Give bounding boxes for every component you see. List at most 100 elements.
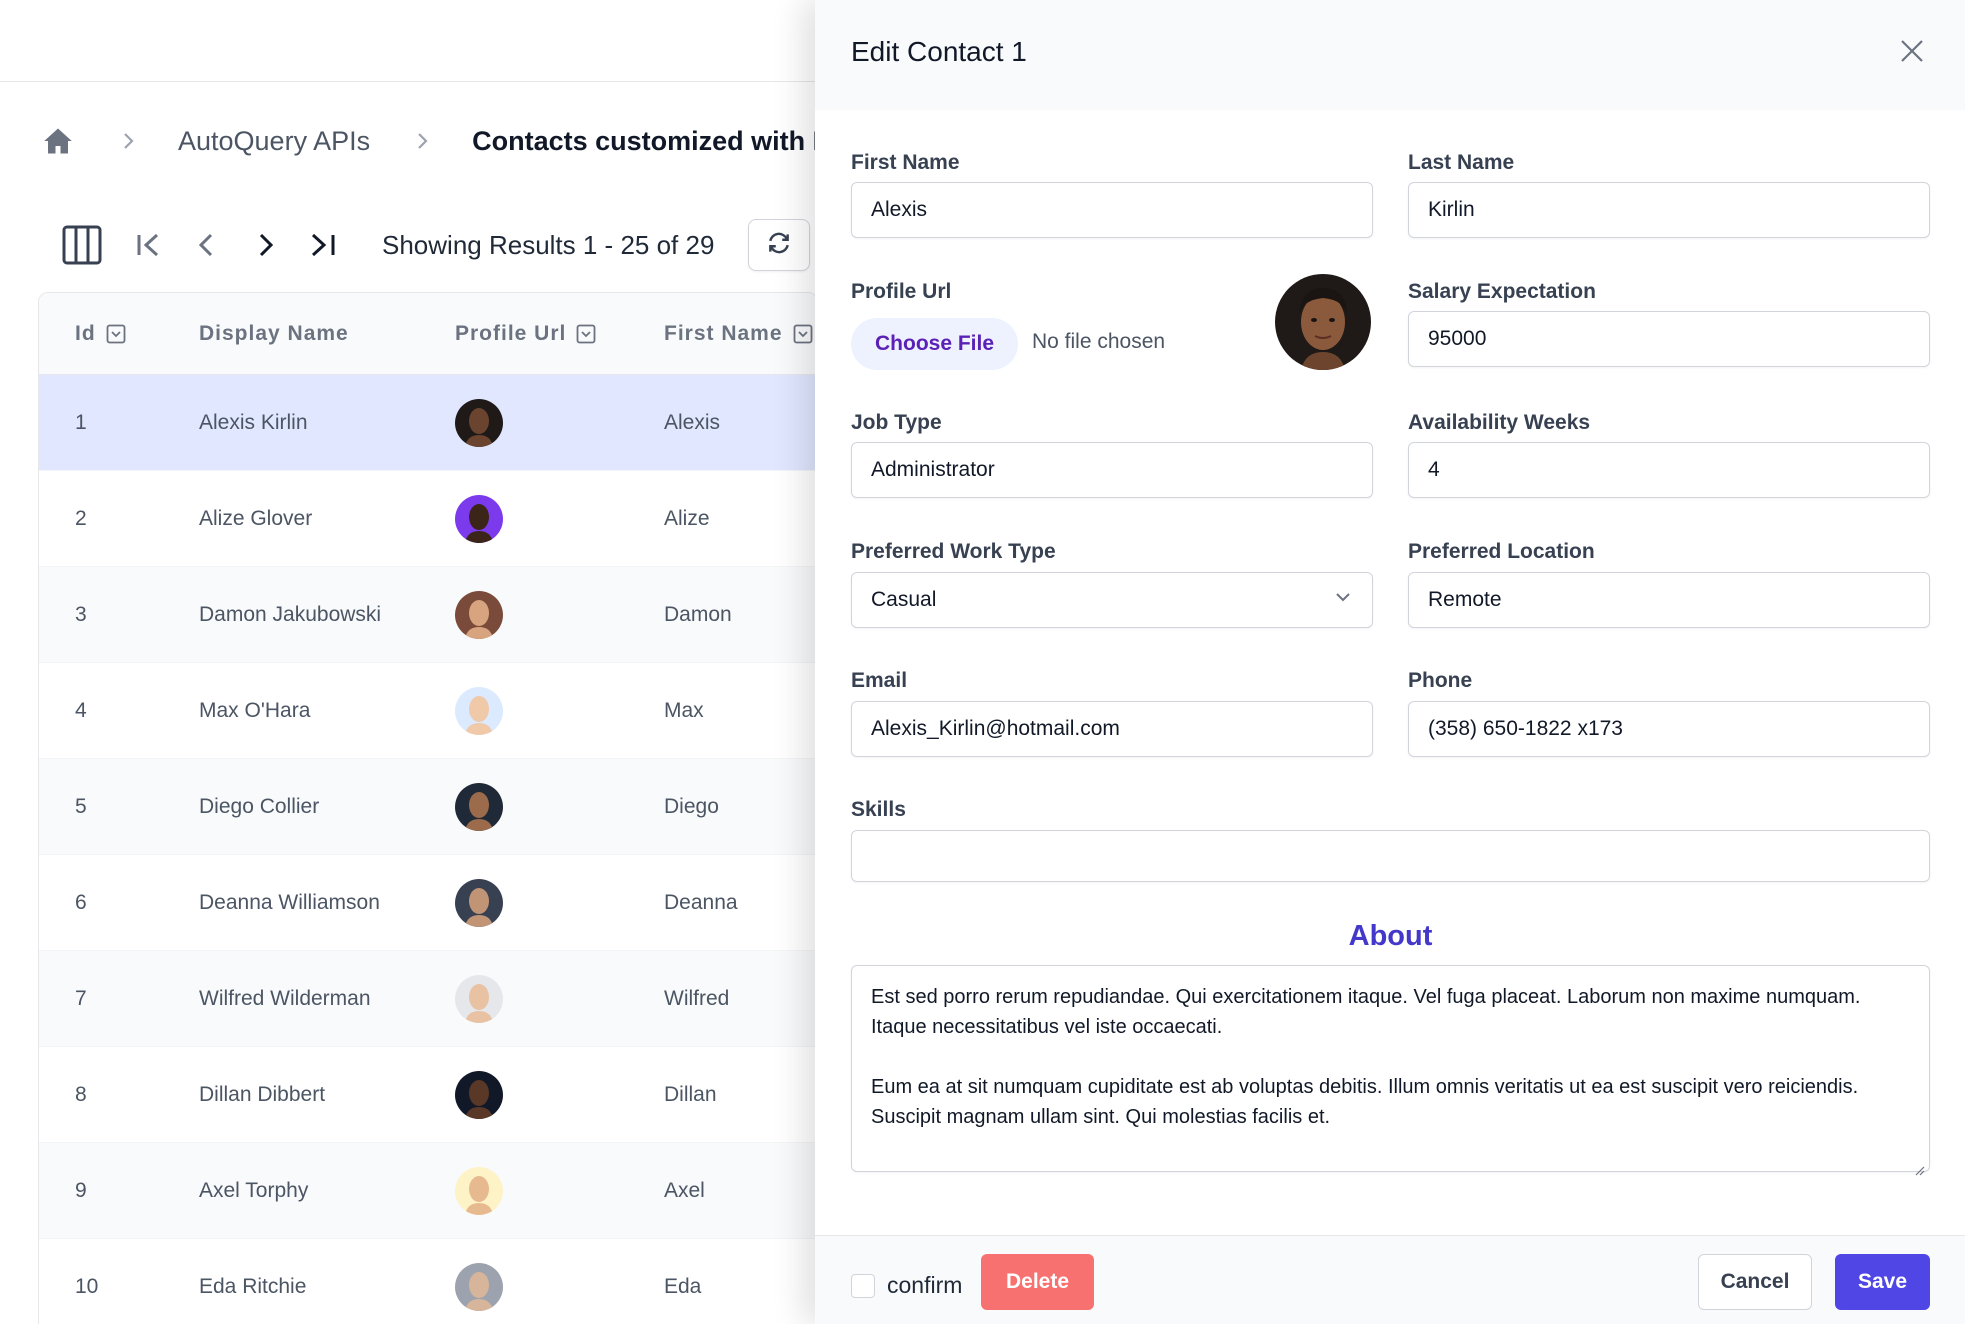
work-type-value: Casual [871,588,937,611]
column-header-profile-url[interactable]: Profile Url [455,293,596,375]
first-page-icon[interactable] [126,222,172,268]
table-row[interactable]: 3 Damon Jakubowski Damon [39,567,817,663]
location-input[interactable] [1408,572,1930,628]
save-button[interactable]: Save [1835,1254,1930,1310]
chevron-down-icon [1333,587,1353,613]
cell-display-name: Alize Glover [199,507,313,530]
choose-file-button[interactable]: Choose File [851,318,1019,370]
refresh-button[interactable] [748,219,811,271]
table-row[interactable]: 8 Dillan Dibbert Dillan [39,1047,817,1143]
cancel-button[interactable]: Cancel [1698,1254,1812,1310]
column-header-id[interactable]: Id [75,293,126,375]
table-row[interactable]: 7 Wilfred Wilderman Wilfred [39,951,817,1047]
availability-input[interactable] [1408,442,1930,498]
cell-profile-url [455,1143,503,1239]
file-status: No file chosen [1032,330,1166,353]
about-heading: About [1348,920,1433,952]
availability-label: Availability Weeks [1408,411,1591,434]
table-row[interactable]: 1 Alexis Kirlin Alexis [39,375,817,471]
confirm-label[interactable]: confirm [887,1272,963,1298]
cell-id: 6 [75,891,87,914]
breadcrumb: AutoQuery APIs Contacts customized with … [40,118,874,164]
skills-label: Skills [851,798,906,821]
avatar [455,783,503,831]
filter-icon[interactable] [793,324,813,344]
work-type-select[interactable]: Casual [851,572,1373,628]
filter-icon[interactable] [106,324,126,344]
cell-first-name: Max [664,699,704,722]
cell-profile-url [455,567,503,663]
cell-first-name: Axel [664,1179,705,1202]
cell-display-name: Eda Ritchie [199,1275,307,1298]
avatar [455,1167,503,1215]
breadcrumb-current: Contacts customized with Meta [472,125,875,156]
cell-first-name: Diego [664,795,719,818]
first-name-input[interactable] [851,182,1373,238]
cell-first-name: Deanna [664,891,738,914]
cell-first-name: Damon [664,603,732,626]
profile-avatar [1275,274,1371,370]
close-icon [1899,38,1925,69]
table-row[interactable]: 9 Axel Torphy Axel [39,1143,817,1239]
table-row[interactable]: 5 Diego Collier Diego [39,759,817,855]
home-icon[interactable] [40,123,76,159]
table-header: Id Display Name Profile Url First Name [39,293,817,375]
cell-display-name: Deanna Williamson [199,891,380,914]
about-textarea[interactable]: Est sed porro rerum repudiandae. Qui exe… [851,965,1930,1176]
cell-id: 4 [75,699,87,722]
breadcrumb-link-autoquery[interactable]: AutoQuery APIs [178,125,371,156]
cell-display-name: Damon Jakubowski [199,603,382,626]
results-count: Showing Results 1 - 25 of 29 [382,229,715,260]
cell-first-name: Alize [664,507,710,530]
cell-display-name: Axel Torphy [199,1179,309,1202]
table-row[interactable]: 4 Max O'Hara Max [39,663,817,759]
table-row[interactable]: 2 Alize Glover Alize [39,471,817,567]
column-header-label: First Name [664,322,783,345]
job-type-input[interactable] [851,442,1373,498]
last-name-input[interactable] [1408,182,1930,238]
avatar [455,879,503,927]
results-toolbar: Showing Results 1 - 25 of 29 [58,218,811,272]
cell-display-name: Wilfred Wilderman [199,987,371,1010]
column-header-label: Display Name [199,322,349,345]
about-paragraph-1: Est sed porro rerum repudiandae. Qui exe… [871,986,1861,1038]
table-row[interactable]: 6 Deanna Williamson Deanna [39,855,817,951]
close-button[interactable] [1895,36,1929,70]
avatar [455,495,503,543]
cell-display-name: Alexis Kirlin [199,411,308,434]
column-header-first-name[interactable]: First Name [664,293,813,375]
avatar [455,591,503,639]
cell-profile-url [455,951,503,1047]
delete-button[interactable]: Delete [981,1254,1094,1310]
edit-contact-panel: Edit Contact 1 First Name Last Name Prof… [815,0,1965,1324]
cell-profile-url [455,855,503,951]
prev-page-icon[interactable] [184,222,230,268]
next-page-icon[interactable] [242,222,288,268]
avatar [455,687,503,735]
table-body: 1 Alexis Kirlin Alexis 2 Alize Glover Alize 3 D… [39,375,817,1324]
skills-input[interactable] [851,830,1930,882]
column-header-label: Id [75,322,96,345]
confirm-checkbox[interactable] [851,1274,875,1298]
avatar [455,975,503,1023]
cell-id: 5 [75,795,87,818]
cell-first-name: Wilfred [664,987,730,1010]
cell-profile-url [455,1047,503,1143]
salary-input[interactable] [1408,311,1930,367]
panel-footer: confirm Delete Cancel Save [815,1235,1965,1324]
location-label: Preferred Location [1408,540,1595,563]
cell-first-name: Dillan [664,1083,717,1106]
email-input[interactable] [851,701,1373,757]
last-page-icon[interactable] [300,222,346,268]
phone-input[interactable] [1408,701,1930,757]
column-header-display-name[interactable]: Display Name [199,293,349,375]
cell-profile-url [455,663,503,759]
cell-first-name: Eda [664,1275,702,1298]
table-row[interactable]: 10 Eda Ritchie Eda [39,1239,817,1324]
filter-icon[interactable] [576,324,596,344]
first-name-label: First Name [851,151,960,174]
columns-icon[interactable] [58,221,106,269]
cell-display-name: Diego Collier [199,795,320,818]
phone-label: Phone [1408,669,1473,692]
resize-handle-icon[interactable] [1913,1155,1925,1176]
